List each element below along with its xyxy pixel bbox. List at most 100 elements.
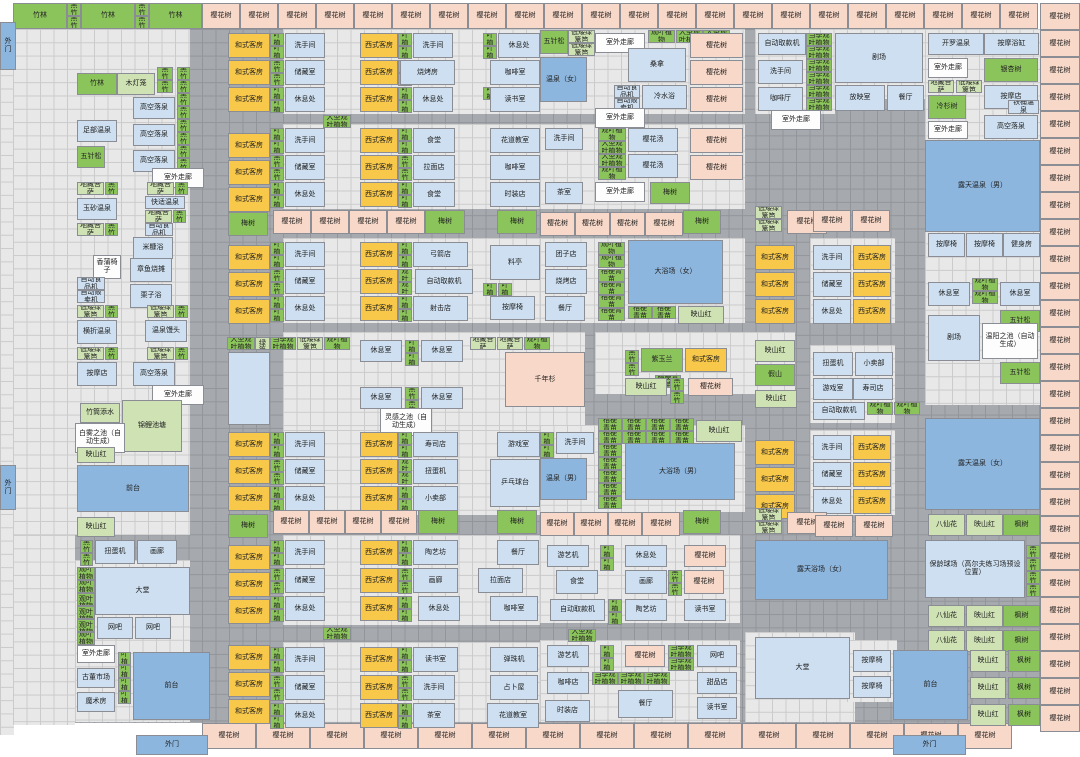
map-tile[interactable]: 黑竹 [625, 363, 639, 376]
map-tile[interactable]: 樱花树 [696, 3, 734, 29]
map-tile[interactable]: 洗手间 [813, 435, 851, 460]
map-tile[interactable]: 西式客房 [360, 128, 398, 153]
map-tile[interactable]: 八仙花 [928, 605, 965, 627]
map-tile[interactable]: 射击店 [413, 296, 468, 321]
map-tile[interactable]: 大型观叶植物 [323, 627, 351, 640]
map-tile[interactable]: 樱花树 [690, 33, 743, 58]
map-tile[interactable]: 观叶植物 [524, 337, 550, 350]
map-tile[interactable]: 西式客房 [360, 486, 398, 511]
map-tile[interactable]: 游戏室 [813, 378, 853, 400]
map-tile[interactable]: 观叶植物 [270, 647, 284, 660]
map-tile[interactable]: 樱花树 [958, 723, 1012, 749]
map-tile[interactable]: 低矮绿篱笆 [147, 347, 174, 360]
map-tile[interactable]: 和式客房 [228, 699, 270, 724]
map-tile[interactable]: 观叶植物 [398, 445, 412, 458]
map-tile[interactable]: 映山红 [970, 650, 1006, 672]
map-tile[interactable]: 映山红 [755, 340, 795, 362]
map-tile[interactable]: 大型观叶植物 [227, 337, 255, 350]
map-tile[interactable]: 桔梗青苗 [670, 418, 694, 431]
map-tile[interactable]: 休息室 [360, 387, 402, 409]
map-tile[interactable]: 黑竹 [177, 119, 190, 132]
map-tile[interactable]: 休息处 [285, 182, 325, 207]
map-tile[interactable]: 樱花树 [772, 3, 810, 29]
map-tile[interactable]: 黑竹 [270, 459, 284, 472]
map-tile[interactable]: 黑竹 [398, 675, 412, 688]
map-tile[interactable]: 银杏树 [984, 58, 1038, 82]
map-tile[interactable]: 自动贩卖机 [614, 98, 640, 111]
map-tile[interactable]: 观叶植物 [398, 141, 412, 154]
map-tile[interactable]: 西式客房 [360, 540, 398, 565]
map-tile[interactable]: 按摩椅 [853, 650, 891, 672]
map-tile[interactable]: 健身房 [1003, 233, 1040, 257]
map-tile[interactable]: 食堂 [413, 128, 455, 153]
map-tile[interactable]: 和式客房 [755, 467, 795, 492]
map-tile[interactable]: 黑竹 [670, 378, 684, 391]
map-tile[interactable]: 地藏菩萨 [77, 223, 104, 236]
map-tile[interactable]: 食堂 [413, 182, 455, 207]
map-tile[interactable]: 梅树 [683, 510, 721, 534]
map-tile[interactable]: 观叶植物 [405, 353, 419, 366]
map-tile[interactable]: 和式客房 [228, 459, 270, 484]
map-tile[interactable]: 开罗温泉 [928, 33, 984, 55]
map-tile[interactable]: 观叶植物 [77, 580, 95, 593]
map-tile[interactable]: 樱花树 [1040, 84, 1080, 111]
map-tile[interactable]: 扭蛋机 [813, 352, 853, 376]
map-tile[interactable]: 观叶植物 [398, 609, 412, 622]
map-tile[interactable]: 室外走廊 [771, 110, 821, 130]
map-tile[interactable]: 樱花树 [311, 210, 349, 234]
map-tile[interactable]: 观叶植物 [398, 296, 412, 309]
map-tile[interactable]: 读书室 [413, 647, 458, 672]
map-tile[interactable]: 樱花树 [1040, 462, 1080, 489]
map-tile[interactable]: 樱花树 [1040, 219, 1080, 246]
map-tile[interactable]: 大型观叶植物 [598, 154, 626, 167]
map-tile[interactable]: 黑竹 [67, 16, 81, 29]
map-tile[interactable]: 观叶植物 [648, 30, 675, 43]
map-tile[interactable]: 香蒲椅子 [93, 255, 121, 279]
map-tile[interactable]: 樱花树 [240, 3, 278, 29]
map-tile[interactable]: 和式客房 [228, 187, 270, 212]
map-tile[interactable]: 黑竹 [1026, 558, 1040, 571]
map-tile[interactable]: 樱花树 [540, 512, 574, 536]
map-tile[interactable]: 洗手间 [556, 432, 594, 454]
map-tile[interactable]: 观叶植物 [483, 33, 497, 46]
map-tile[interactable]: 观叶植物 [598, 255, 625, 268]
map-tile[interactable]: 大型观叶植物 [398, 459, 412, 472]
map-tile[interactable]: 观叶植物 [270, 596, 284, 609]
map-tile[interactable]: 时装店 [545, 700, 590, 722]
map-tile[interactable]: 黑竹 [398, 155, 412, 168]
map-tile[interactable]: 樱花树 [742, 723, 796, 749]
map-tile[interactable]: 西式客房 [360, 33, 398, 58]
map-tile[interactable]: 观叶植物 [398, 33, 412, 46]
map-tile[interactable]: 扭蛋机 [95, 540, 135, 564]
map-tile[interactable]: 观叶植物 [398, 255, 412, 268]
map-tile[interactable]: 樱花树 [690, 87, 743, 112]
map-tile[interactable]: 樱花汤 [628, 128, 678, 152]
map-tile[interactable]: 西式客房 [360, 87, 398, 112]
map-tile[interactable]: 八仙花 [928, 630, 965, 652]
map-tile[interactable]: 映山红 [678, 306, 724, 324]
map-tile[interactable]: 竹林 [13, 3, 67, 29]
map-tile[interactable]: 咖啡室 [490, 596, 538, 621]
map-tile[interactable]: 梅树 [683, 210, 721, 234]
map-tile[interactable]: 黑竹 [668, 583, 682, 596]
map-tile[interactable]: 观叶植物 [77, 567, 95, 580]
map-tile[interactable]: 足部温泉 [77, 120, 117, 142]
map-tile[interactable]: 扭蛋机 [413, 459, 458, 484]
map-tile[interactable]: 占卜屋 [490, 675, 538, 700]
map-tile[interactable]: 竹林 [77, 73, 117, 95]
map-tile[interactable]: 温阳之池（自动生成） [982, 323, 1038, 359]
map-tile[interactable]: 洗手间 [758, 60, 803, 84]
map-tile[interactable]: 低矮绿篱笆 [255, 337, 270, 350]
map-tile[interactable]: 烧烤店 [545, 269, 587, 294]
map-tile[interactable]: 低矮绿篱笆 [755, 219, 782, 232]
map-tile[interactable]: 休息处 [625, 545, 667, 567]
map-tile[interactable]: 大型观叶植物 [598, 141, 626, 154]
map-tile[interactable]: 栗子浴 [130, 284, 172, 308]
map-tile[interactable]: 和式客房 [228, 299, 270, 324]
map-tile[interactable]: 休息处 [413, 87, 453, 112]
map-tile[interactable]: 观叶植物 [540, 445, 554, 458]
map-tile[interactable]: 映山红 [77, 447, 115, 463]
map-tile[interactable]: 黑竹 [135, 3, 149, 16]
map-tile[interactable]: 温泉（女） [540, 57, 587, 102]
map-tile[interactable]: 西式客房 [853, 299, 891, 324]
